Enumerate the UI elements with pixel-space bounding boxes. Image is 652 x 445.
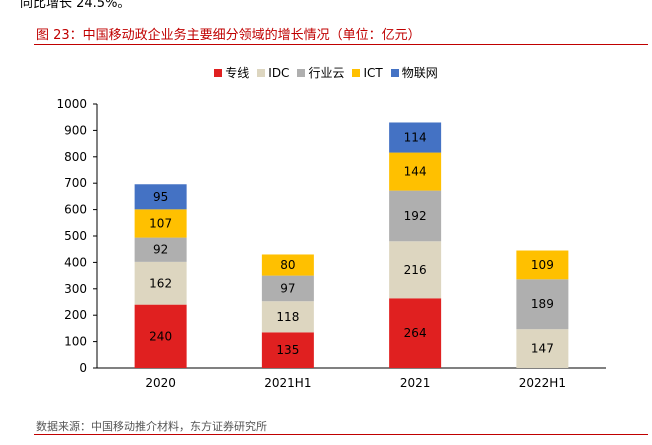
legend-label: 专线 [225, 66, 250, 80]
bar-segment [516, 329, 569, 368]
data-label: 95 [153, 190, 168, 204]
bar-segment [134, 261, 187, 305]
legend-item: ICT [352, 66, 383, 80]
bar-segment [261, 332, 314, 368]
legend-label: 物联网 [401, 66, 438, 80]
x-tick-label: 2021H1 [264, 376, 311, 390]
bar-segment [134, 304, 187, 368]
data-label: 92 [153, 243, 168, 257]
bar-segment [261, 275, 314, 302]
bar-segment [516, 250, 569, 280]
data-label: 189 [531, 297, 554, 311]
x-tick-label: 2020 [145, 376, 176, 390]
legend-swatch [297, 69, 306, 77]
data-label: 135 [276, 343, 299, 357]
title-rule [34, 44, 648, 45]
legend-item: 物联网 [390, 64, 438, 81]
y-tick-label: 200 [64, 308, 87, 322]
data-label: 118 [276, 310, 299, 324]
y-tick-label: 500 [64, 229, 87, 243]
legend-label: IDC [268, 66, 290, 80]
y-tick-label: 1000 [56, 97, 87, 111]
legend-item: 行业云 [297, 64, 344, 81]
source-note: 数据来源：中国移动推介材料，东方证券研究所 [36, 420, 267, 433]
x-tick-label: 2021 [400, 376, 431, 390]
y-tick-label: 900 [64, 123, 87, 137]
bar-segment [389, 122, 442, 153]
legend-label: ICT [363, 66, 383, 80]
data-label: 192 [404, 209, 427, 223]
data-label: 97 [280, 281, 295, 295]
preceding-text: 同比增长 24.5%。 [20, 0, 131, 11]
legend-item: 专线 [214, 64, 249, 81]
data-label: 264 [404, 326, 427, 340]
legend-swatch [257, 69, 266, 77]
bar-segment [134, 209, 187, 238]
bar-segment [389, 298, 442, 368]
legend-label: 行业云 [308, 66, 345, 80]
chart-legend: 专线 IDC 行业云 ICT 物联网 [0, 64, 652, 81]
legend-swatch [352, 69, 361, 77]
x-tick-label: 2022H1 [519, 376, 566, 390]
y-tick-label: 0 [79, 361, 87, 375]
legend-item: IDC [257, 66, 289, 80]
data-label: 240 [149, 329, 172, 343]
data-label: 109 [531, 258, 554, 272]
source-rule [34, 434, 648, 435]
data-label: 80 [280, 258, 295, 272]
data-label: 144 [404, 165, 427, 179]
legend-swatch [390, 69, 399, 77]
legend-swatch [214, 69, 223, 77]
bar-segment [134, 184, 187, 210]
bar-segment [389, 190, 442, 242]
y-tick-label: 100 [64, 335, 87, 349]
y-tick-label: 700 [64, 176, 87, 190]
bar-segment [389, 241, 442, 299]
data-label: 216 [404, 263, 427, 277]
y-tick-label: 400 [64, 255, 87, 269]
bar-segment [261, 254, 314, 276]
bar-segment [389, 152, 442, 191]
bar-segment [516, 279, 569, 330]
y-tick-label: 600 [64, 203, 87, 217]
bar-segment [261, 301, 314, 333]
data-label: 147 [531, 342, 554, 356]
data-label: 162 [149, 276, 172, 290]
data-label: 107 [149, 216, 172, 230]
y-tick-label: 800 [64, 150, 87, 164]
figure-title: 图 23：中国移动政企业务主要细分领域的增长情况（单位：亿元） [36, 28, 421, 43]
data-label: 114 [404, 131, 427, 145]
y-tick-label: 300 [64, 282, 87, 296]
bar-segment [134, 237, 187, 262]
